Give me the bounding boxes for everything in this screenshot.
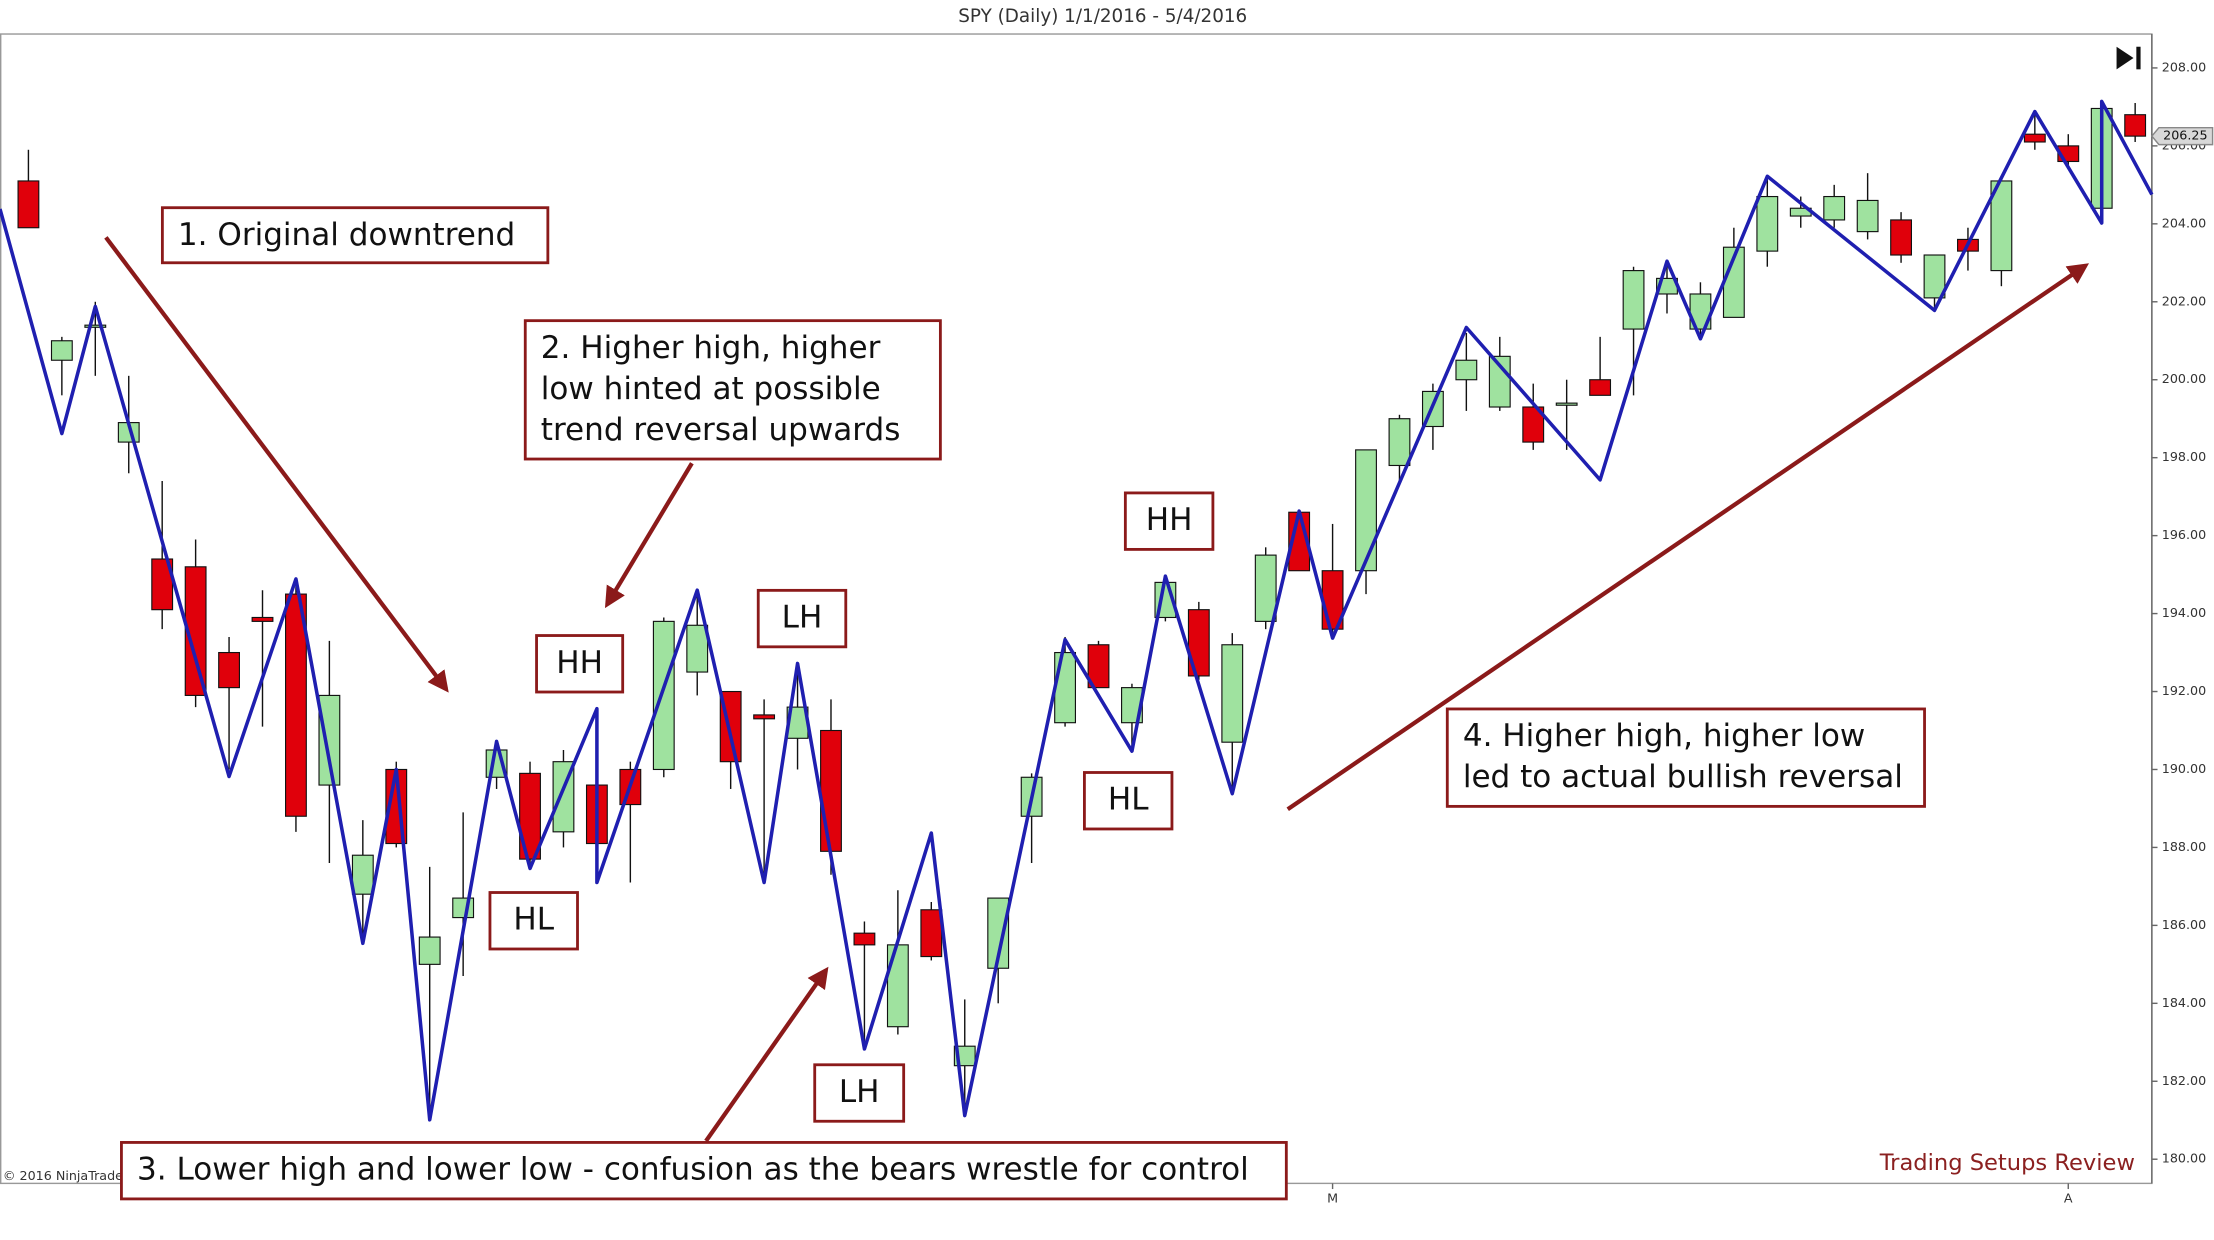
annotation: 1. Original downtrend	[160, 206, 550, 265]
candle-body	[1923, 254, 1946, 299]
annotation-text: led to actual bullish reversal	[1463, 759, 1903, 795]
y-tick-label: 192.00	[2162, 683, 2206, 698]
y-tick-label: 184.00	[2162, 995, 2206, 1010]
candle-body	[1187, 609, 1210, 677]
candle-body	[1823, 195, 1846, 221]
annotation: LH	[756, 588, 848, 649]
candle-body	[652, 620, 675, 771]
annotation: HL	[488, 891, 579, 951]
candle-body	[1555, 402, 1578, 406]
candle-body	[1221, 644, 1244, 743]
annotation: 4. Higher high, higher low led to actual…	[1445, 707, 1926, 808]
candle-body	[452, 897, 475, 919]
arrow	[604, 462, 694, 609]
y-tick-label: 208.00	[2162, 59, 2206, 74]
annotation-text: LH	[839, 1074, 880, 1110]
y-tick-label: 180.00	[2162, 1151, 2206, 1166]
copyright: © 2016 NinjaTrader,	[3, 1168, 132, 1183]
candle-body	[2023, 133, 2046, 143]
candle-body	[184, 566, 207, 696]
candle-body	[1756, 195, 1779, 252]
annotation-text: trend reversal upwards	[541, 412, 901, 448]
candle-body	[1622, 270, 1645, 330]
arrow	[1286, 263, 2090, 811]
candle-body	[820, 729, 842, 852]
candle-body	[50, 340, 73, 361]
annotation-text: HL	[513, 902, 554, 938]
last-price-box	[2150, 126, 2214, 146]
candle-body	[1856, 199, 1879, 233]
candle-body	[1890, 219, 1913, 256]
annotation-text: HH	[556, 645, 603, 681]
arrow	[104, 236, 449, 693]
candle-body	[1388, 418, 1411, 467]
candle-body	[351, 854, 374, 895]
candle-body	[1087, 644, 1110, 689]
candle-body	[151, 558, 174, 611]
candle-body	[853, 932, 876, 946]
marks: 180.00 182.00 184.00 186.00 188.00 190.00 192.…	[0, 59, 2206, 1205]
y-tick-label: 188.00	[2162, 839, 2206, 854]
y-tick-label: 194.00	[2162, 605, 2206, 620]
candle-body	[318, 694, 341, 786]
candle-body	[519, 772, 541, 860]
annotation: HH	[535, 634, 625, 694]
candle-body	[251, 616, 274, 622]
candle-body	[84, 324, 107, 328]
y-tick-label: 202.00	[2162, 293, 2206, 308]
x-tick-label: M	[1327, 1190, 1338, 1205]
candle-body	[218, 651, 240, 689]
arrows	[104, 236, 2090, 1143]
candle-body	[1054, 651, 1076, 724]
chart-title: SPY (Daily) 1/1/2016 - 5/4/2016	[958, 6, 1247, 27]
candle-body	[920, 909, 943, 958]
candle-body	[886, 944, 909, 1028]
annotation-text: low hinted at possible	[541, 371, 881, 407]
annotation: HH	[1123, 491, 1215, 551]
annotation: 2. Higher high, higher low hinted at pos…	[523, 319, 942, 461]
annotation: HL	[1082, 771, 1174, 831]
x-tick-label: A	[2064, 1190, 2073, 1205]
candle-body	[987, 897, 1010, 969]
y-tick-label: 196.00	[2162, 527, 2206, 542]
last-price-label: 206.25	[2163, 128, 2207, 143]
candle-body	[1355, 449, 1377, 572]
y-tick-label: 204.00	[2162, 215, 2206, 230]
annotation-text: LH	[782, 600, 823, 636]
annotation-text: 2. Higher high, higher	[541, 330, 881, 366]
candle-body	[686, 624, 709, 673]
candle-body	[285, 593, 307, 817]
y-tick-label: 190.00	[2162, 761, 2206, 776]
y-tick-label: 200.00	[2162, 371, 2206, 386]
candle-body	[1455, 359, 1478, 381]
arrow	[704, 966, 829, 1143]
watermark: Trading Setups Review	[1879, 1150, 2135, 1176]
y-tick-label: 182.00	[2162, 1073, 2206, 1088]
candle-body	[753, 714, 776, 720]
annotation-text: 4. Higher high, higher low	[1463, 718, 1865, 754]
annotation-text: 3. Lower high and lower low - confusion …	[137, 1152, 1249, 1188]
end-icon[interactable]	[2116, 46, 2141, 70]
annotation: 3. Lower high and lower low - confusion …	[120, 1141, 1288, 1201]
annotation-text: HL	[1108, 782, 1149, 818]
candle-body	[418, 936, 441, 965]
candle-body	[1254, 554, 1277, 622]
annotation-text: 1. Original downtrend	[178, 217, 515, 253]
candle-body	[17, 180, 40, 229]
zigzag-line	[0, 99, 2154, 1122]
candle-body	[1522, 406, 1545, 443]
candle-body	[1589, 379, 1612, 396]
y-tick-label: 186.00	[2162, 917, 2206, 932]
candle-body	[2124, 114, 2147, 137]
y-tick-label: 198.00	[2162, 449, 2206, 464]
annotation-text: HH	[1146, 502, 1193, 538]
annotation: LH	[813, 1063, 906, 1123]
